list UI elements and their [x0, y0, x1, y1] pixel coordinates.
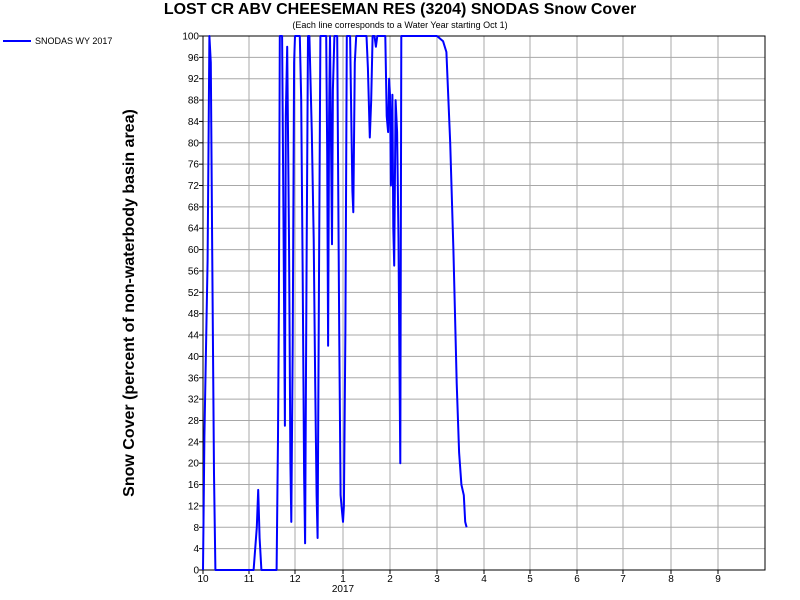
grid-lines — [203, 36, 765, 570]
y-tick-label: 100 — [182, 32, 199, 43]
y-tick-label: 76 — [188, 160, 200, 171]
y-tick-label: 68 — [188, 202, 200, 213]
x-tick-label: 7 — [620, 574, 626, 585]
y-tick-label: 88 — [188, 96, 200, 107]
y-tick-label: 20 — [188, 459, 200, 470]
series-layer — [202, 35, 468, 571]
y-tick-label: 0 — [193, 566, 199, 577]
y-tick-label: 16 — [188, 480, 200, 491]
x-tick-label: 5 — [527, 574, 533, 585]
y-tick-label: 96 — [188, 53, 200, 64]
x-tick-label: 8 — [668, 574, 674, 585]
x-tick-label: 1 — [340, 574, 346, 585]
y-tick-label: 80 — [188, 138, 200, 149]
y-tick-label: 28 — [188, 416, 200, 427]
y-tick-label: 64 — [188, 224, 200, 235]
legend: SNODAS WY 2017 — [3, 36, 112, 46]
legend-swatch — [3, 40, 31, 42]
y-tick-label: 24 — [188, 437, 200, 448]
legend-label: SNODAS WY 2017 — [35, 36, 113, 46]
x-tick-label: 6 — [574, 574, 580, 585]
x-tick-label: 9 — [715, 574, 721, 585]
y-tick-label: 8 — [193, 523, 199, 534]
x-tick-label: 2 — [387, 574, 393, 585]
y-tick-label: 60 — [188, 245, 200, 256]
y-tick-label: 92 — [188, 74, 200, 85]
x-tick-label: 3 — [434, 574, 440, 585]
chart-title: LOST CR ABV CHEESEMAN RES (3204) SNODAS … — [163, 1, 637, 18]
x-tick-label: 4 — [481, 574, 487, 585]
x-tick-label: 10 — [197, 574, 209, 585]
y-tick-label: 12 — [188, 501, 200, 512]
y-tick-label: 44 — [188, 331, 200, 342]
y-tick-label: 52 — [188, 288, 200, 299]
y-axis-ticks: 0481216202428323640444852566064687276808… — [182, 32, 203, 577]
y-tick-label: 4 — [193, 544, 199, 555]
x-tick-label: 12 — [289, 574, 301, 585]
y-tick-label: 32 — [188, 395, 200, 406]
x-tick-year-label: 2017 — [332, 584, 355, 595]
y-tick-label: 84 — [188, 117, 200, 128]
x-tick-label: 11 — [244, 574, 255, 585]
y-tick-label: 40 — [188, 352, 200, 363]
y-tick-label: 72 — [188, 181, 200, 192]
y-tick-label: 48 — [188, 309, 200, 320]
y-tick-label: 36 — [188, 373, 200, 384]
chart-subtitle: (Each line corresponds to a Water Year s… — [292, 20, 508, 30]
series-line — [202, 35, 468, 571]
y-tick-label: 56 — [188, 266, 200, 277]
